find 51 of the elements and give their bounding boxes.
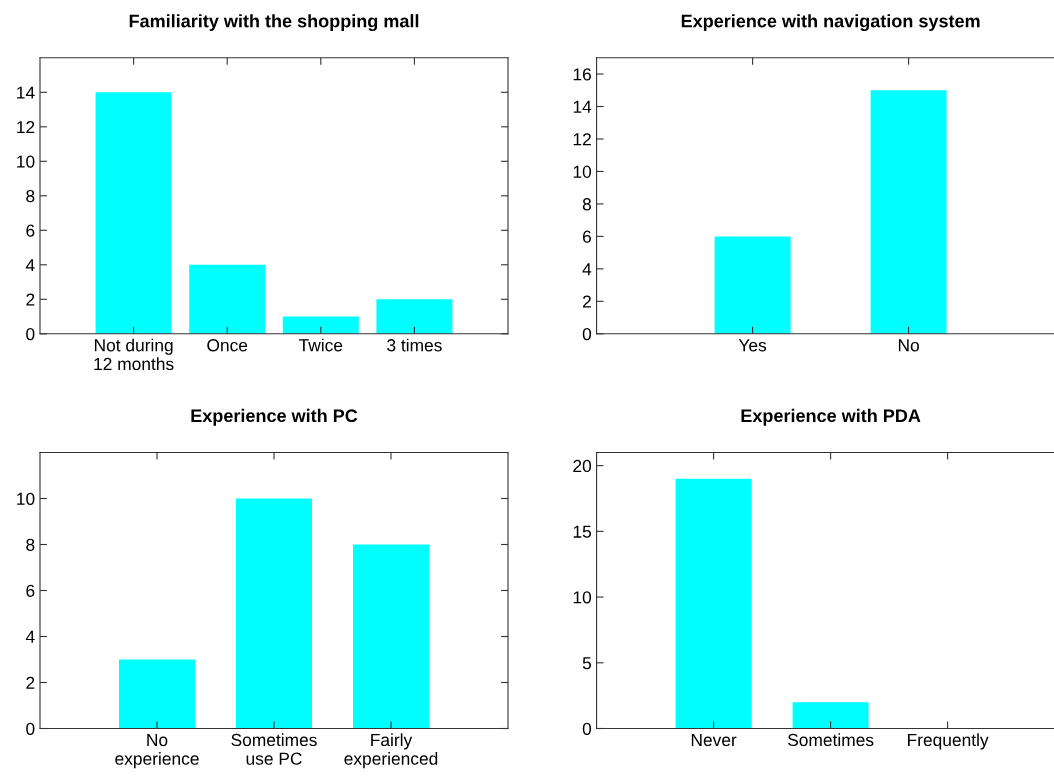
bar (189, 264, 266, 334)
bar (353, 544, 429, 729)
bar (282, 316, 359, 334)
chart-title: Familiarity with the shopping mall (129, 14, 419, 32)
x-tick-label: Fairly experienced (344, 733, 438, 769)
y-tick-label: 14 (573, 100, 592, 113)
y-tick-label: 0 (26, 327, 35, 341)
y-tick-label: 2 (582, 295, 591, 308)
y-tick-label: 5 (582, 657, 592, 670)
x-tick-label: Not during 12 months (94, 338, 174, 371)
x-tick-label: Once (207, 339, 248, 352)
y-tick-label: 16 (573, 68, 591, 81)
y-tick-label: 20 (573, 459, 592, 473)
y-tick-label: 4 (582, 263, 592, 276)
x-tick-label: Never (691, 734, 737, 747)
y-tick-label: 10 (573, 165, 592, 178)
y-tick-label: 15 (573, 525, 592, 538)
x-tick-label: No experience (115, 734, 199, 769)
y-tick-label: 0 (582, 327, 592, 341)
y-tick-label: 8 (582, 198, 591, 211)
y-tick-label: 10 (17, 492, 35, 505)
y-tick-label: 0 (582, 722, 592, 735)
x-tick-label: Sometimes (787, 733, 874, 747)
x-tick-label: No (898, 339, 919, 352)
y-tick-label: 12 (573, 133, 591, 146)
x-tick-label: Twice (299, 338, 343, 352)
x-tick-label: Sometimes use PC (231, 733, 317, 765)
y-tick-label: 14 (17, 86, 35, 99)
bar (119, 659, 195, 729)
y-tick-label: 6 (26, 584, 35, 597)
bar (95, 92, 172, 334)
chart-title: Experience with navigation system (681, 14, 980, 32)
chart-title: Experience with PC (191, 408, 358, 426)
x-tick-label: 3 times (387, 338, 442, 352)
y-tick-label: 8 (26, 189, 35, 203)
y-tick-label: 6 (26, 224, 35, 237)
y-tick-label: 10 (573, 591, 592, 604)
y-tick-label: 8 (26, 538, 35, 551)
x-tick-label: Yes (738, 339, 767, 352)
y-tick-label: 0 (26, 722, 35, 735)
y-tick-label: 6 (582, 230, 591, 243)
bar (376, 299, 453, 334)
y-tick-label: 4 (25, 630, 35, 643)
y-tick-label: 2 (26, 676, 35, 689)
y-tick-label: 4 (25, 259, 35, 272)
y-tick-label: 10 (17, 155, 35, 168)
y-tick-label: 12 (17, 120, 35, 134)
y-tick-label: 2 (26, 293, 35, 306)
bar (236, 498, 312, 729)
chart-title: Experience with PDA (741, 408, 921, 426)
x-tick-label: Frequently (908, 733, 989, 750)
